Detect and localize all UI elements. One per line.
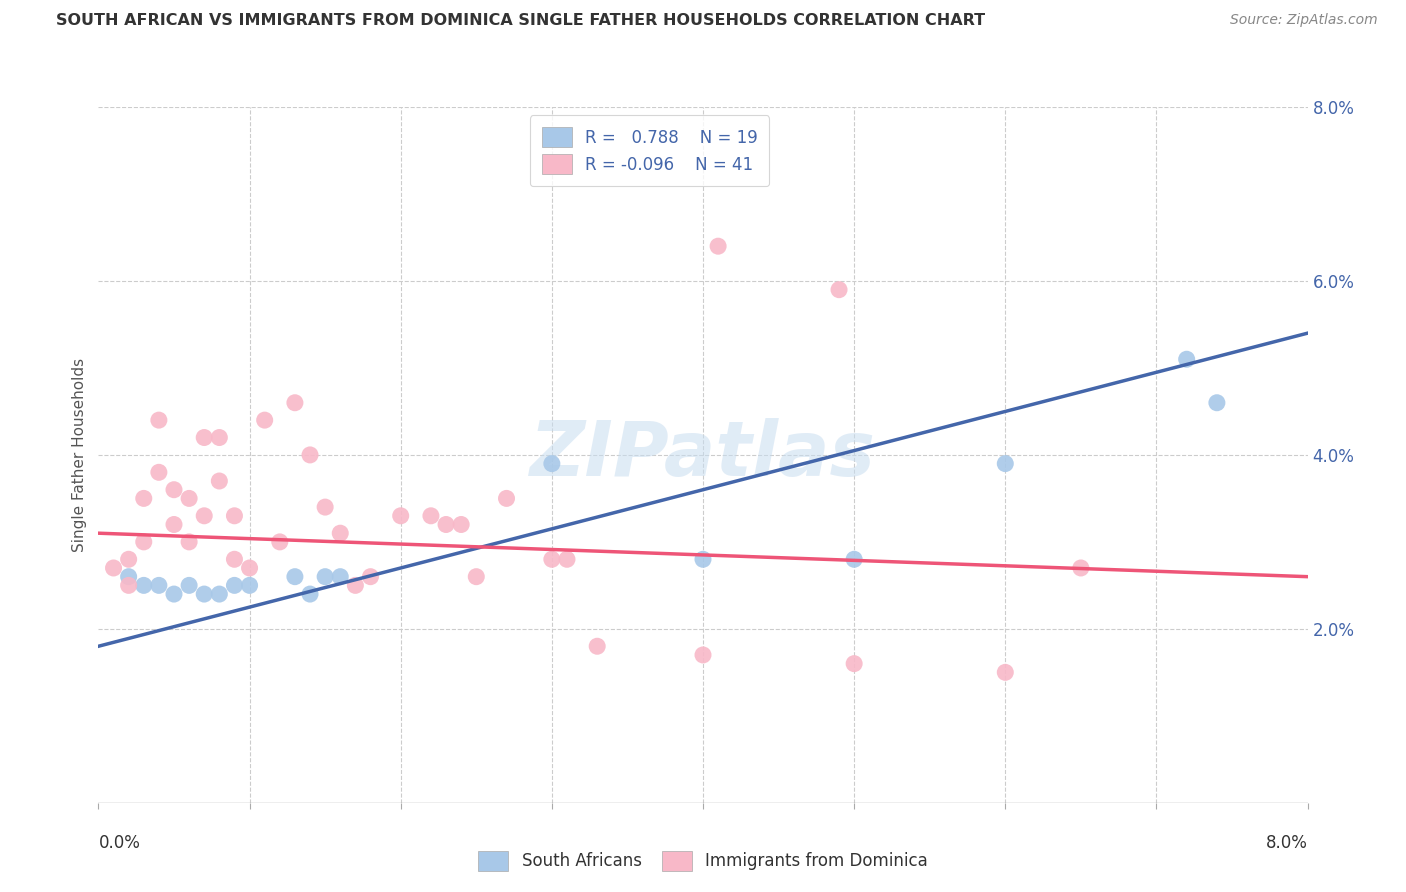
Point (541, 457, 564, 471)
Point (208, 474, 231, 488)
Text: Source: ZipAtlas.com: Source: ZipAtlas.com (1230, 13, 1378, 28)
Text: 8.0%: 8.0% (1265, 834, 1308, 852)
Point (208, 431, 231, 445)
Text: ZIPatlas: ZIPatlas (530, 418, 876, 491)
Point (344, 578, 367, 592)
Point (707, 239, 730, 253)
Point (844, 552, 866, 566)
Point (148, 466, 170, 480)
Point (420, 508, 443, 523)
Point (193, 431, 215, 445)
Point (132, 535, 155, 549)
Point (1070, 561, 1092, 575)
Text: 0.0%: 0.0% (98, 834, 141, 852)
Point (299, 587, 322, 601)
Point (844, 657, 866, 671)
Point (1175, 352, 1198, 367)
Point (163, 483, 186, 497)
Point (193, 587, 215, 601)
Point (224, 508, 246, 523)
Point (148, 413, 170, 427)
Point (389, 508, 412, 523)
Text: SOUTH AFRICAN VS IMMIGRANTS FROM DOMINICA SINGLE FATHER HOUSEHOLDS CORRELATION C: SOUTH AFRICAN VS IMMIGRANTS FROM DOMINIC… (56, 13, 986, 29)
Point (148, 578, 170, 592)
Point (179, 578, 201, 592)
Point (239, 561, 262, 575)
Point (132, 578, 155, 592)
Point (495, 491, 517, 506)
Point (692, 648, 714, 662)
Point (314, 500, 336, 514)
Point (224, 578, 246, 592)
Point (132, 491, 155, 506)
Point (253, 413, 276, 427)
Legend: R =   0.788    N = 19, R = -0.096    N = 41: R = 0.788 N = 19, R = -0.096 N = 41 (530, 115, 769, 186)
Point (163, 587, 186, 601)
Point (586, 639, 609, 653)
Point (118, 578, 141, 592)
Point (299, 448, 322, 462)
Point (541, 552, 564, 566)
Point (329, 570, 352, 584)
Point (994, 457, 1017, 471)
Point (118, 552, 141, 566)
Point (103, 561, 125, 575)
Point (179, 491, 201, 506)
Y-axis label: Single Father Households: Single Father Households (72, 358, 87, 552)
Point (828, 283, 851, 297)
Point (179, 535, 201, 549)
Point (284, 570, 307, 584)
Point (314, 570, 336, 584)
Point (692, 552, 714, 566)
Point (284, 396, 307, 410)
Point (269, 535, 291, 549)
Point (450, 517, 472, 532)
Point (465, 570, 488, 584)
Point (434, 517, 457, 532)
Point (329, 526, 352, 541)
Point (208, 587, 231, 601)
Point (193, 508, 215, 523)
Point (994, 665, 1017, 680)
Point (239, 578, 262, 592)
Point (224, 552, 246, 566)
Point (163, 517, 186, 532)
Point (1206, 396, 1229, 410)
Point (555, 552, 578, 566)
Point (118, 570, 141, 584)
Point (360, 570, 382, 584)
Legend: South Africans, Immigrants from Dominica: South Africans, Immigrants from Dominica (470, 842, 936, 880)
